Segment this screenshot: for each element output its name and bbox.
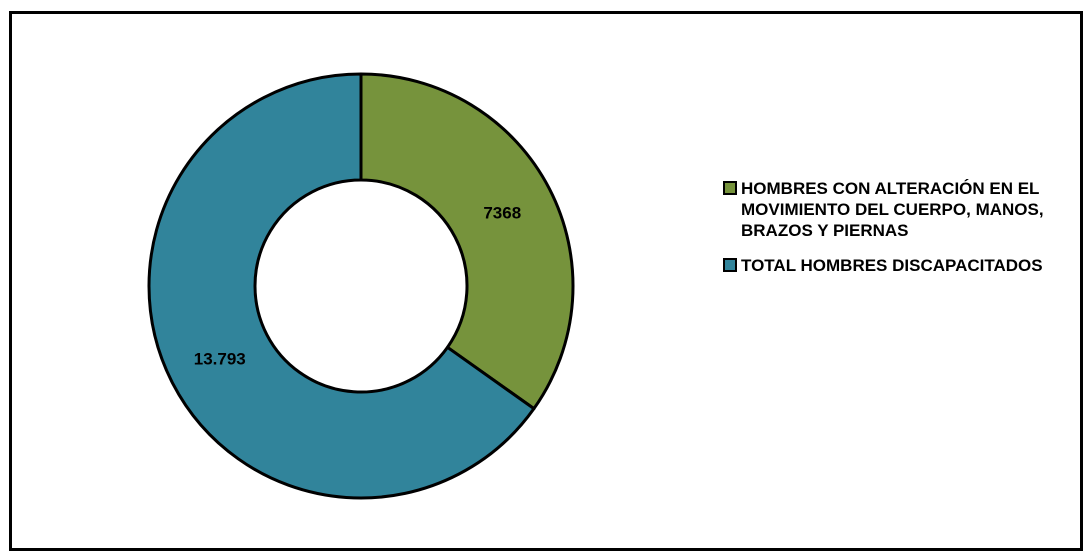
data-label-1: 13.793 <box>194 349 246 368</box>
legend: HOMBRES CON ALTERACIÓN EN EL MOVIMIENTO … <box>723 178 1073 290</box>
legend-label: TOTAL HOMBRES DISCAPACITADOS <box>741 256 1043 275</box>
legend-item: HOMBRES CON ALTERACIÓN EN EL MOVIMIENTO … <box>723 178 1073 241</box>
data-label-0: 7368 <box>483 204 521 223</box>
legend-swatch-green <box>723 181 737 195</box>
legend-label: HOMBRES CON ALTERACIÓN EN EL MOVIMIENTO … <box>741 179 1044 240</box>
donut-slice-0 <box>359 72 575 411</box>
legend-swatch-teal <box>723 258 737 272</box>
data-labels: 7368 13.793 <box>194 204 521 369</box>
donut-slice-1 <box>147 72 536 500</box>
legend-item: TOTAL HOMBRES DISCAPACITADOS <box>723 255 1073 276</box>
donut-slices <box>147 72 575 500</box>
